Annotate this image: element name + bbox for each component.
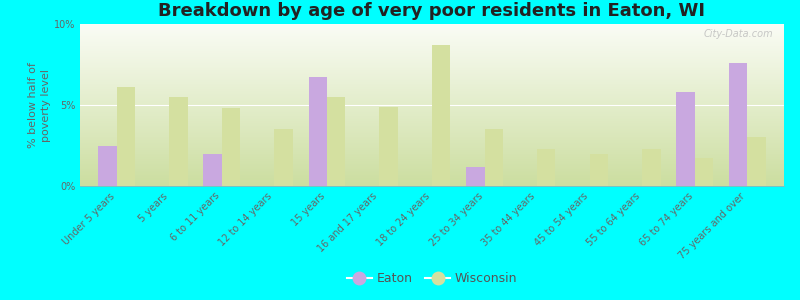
Bar [537,149,555,186]
Bar [309,77,327,186]
Bar [590,154,608,186]
Bar [379,106,398,186]
Bar [466,167,485,186]
Bar [485,129,503,186]
Bar [729,63,747,186]
Bar [203,154,222,186]
Bar [694,158,713,186]
Legend: Eaton, Wisconsin: Eaton, Wisconsin [342,267,522,290]
Bar [642,149,661,186]
Bar [432,45,450,186]
Bar [274,129,293,186]
Bar [170,97,188,186]
Bar [98,146,117,186]
Bar [117,87,135,186]
Bar [747,137,766,186]
Bar [222,108,240,186]
Bar [676,92,694,186]
Y-axis label: % below half of
poverty level: % below half of poverty level [28,62,51,148]
Text: City-Data.com: City-Data.com [704,29,774,39]
Title: Breakdown by age of very poor residents in Eaton, WI: Breakdown by age of very poor residents … [158,2,706,20]
Bar [327,97,346,186]
